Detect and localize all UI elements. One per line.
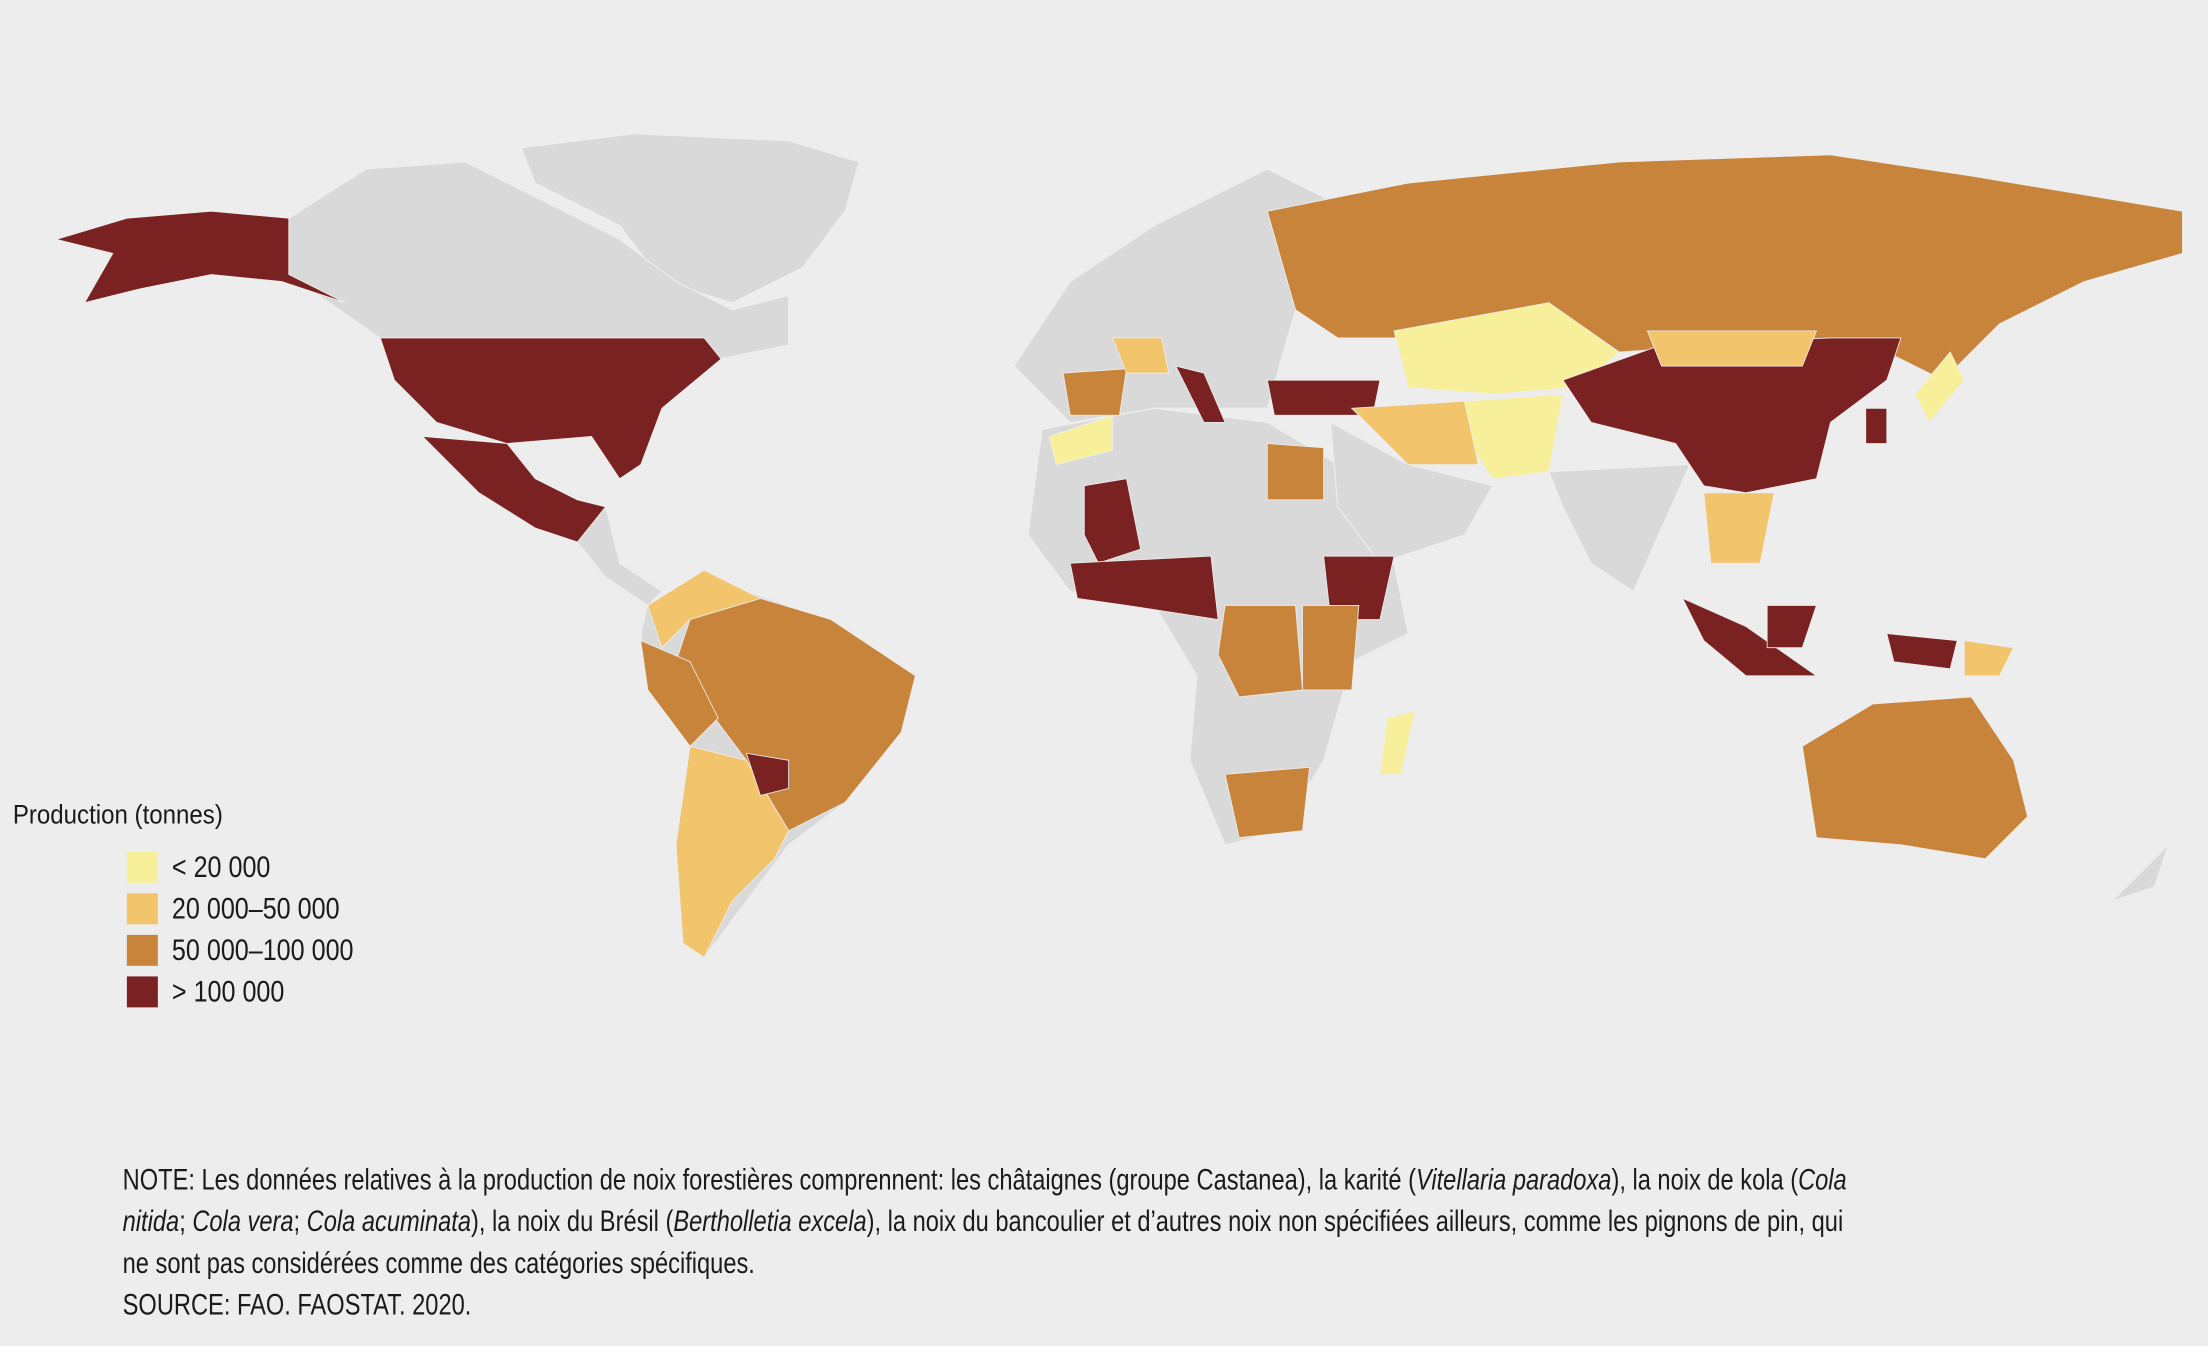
ethiopia xyxy=(1323,555,1395,620)
note-text: ), la noix du bancoulier et d’autres noi… xyxy=(867,1205,1844,1238)
note-line: NOTE: Les données relatives à la product… xyxy=(123,1163,1847,1196)
paraguay xyxy=(745,752,790,796)
legend-label: > 100 000 xyxy=(172,975,284,1008)
mongolia xyxy=(1646,330,1818,367)
papua xyxy=(1886,633,1958,670)
world-map xyxy=(54,133,2183,959)
note-text: ne sont pas considérées comme des catégo… xyxy=(123,1246,755,1279)
morocco xyxy=(1048,414,1113,466)
mali xyxy=(1083,478,1142,564)
note-text: ; xyxy=(179,1205,192,1238)
tanzania xyxy=(1302,604,1360,691)
legend-swatch xyxy=(126,893,158,925)
south-africa xyxy=(1224,766,1311,839)
note-italic: Bertholletia excela xyxy=(673,1205,866,1238)
legend-label: 20 000–50 000 xyxy=(172,892,340,925)
italy xyxy=(1175,365,1226,423)
legend-swatch xyxy=(126,851,158,883)
note-italic: Cola vera xyxy=(192,1205,293,1238)
note-italic: nitida xyxy=(123,1205,180,1238)
west-africa xyxy=(1069,555,1219,620)
note-line: ne sont pas considérées comme des catégo… xyxy=(123,1246,755,1279)
source: SOURCE: FAO. FAOSTAT. 2020. xyxy=(123,1288,472,1321)
legend: Production (tonnes) < 20 000 20 000–50 00… xyxy=(13,801,354,1009)
peru xyxy=(640,639,719,747)
note-italic: Cola acuminata xyxy=(307,1205,471,1238)
note: NOTE: Les données relatives à la product… xyxy=(123,1163,1847,1321)
india xyxy=(1548,464,1691,593)
note-text: ), la noix de kola ( xyxy=(1611,1163,1798,1196)
france xyxy=(1111,337,1170,374)
legend-swatch xyxy=(126,976,158,1008)
legend-swatch xyxy=(126,934,158,966)
note-text: ; xyxy=(294,1205,307,1238)
colombia-venezuela xyxy=(647,569,762,649)
borneo xyxy=(1766,604,1818,649)
note-line: nitida; Cola vera; Cola acuminata), la n… xyxy=(123,1205,1844,1238)
legend-label: 50 000–100 000 xyxy=(172,933,354,966)
dr-congo xyxy=(1217,604,1303,698)
legend-title: Production (tonnes) xyxy=(13,801,223,830)
korea xyxy=(1865,407,1888,444)
legend-label: < 20 000 xyxy=(172,850,270,883)
iran xyxy=(1350,400,1480,466)
madagascar xyxy=(1379,710,1416,775)
greenland xyxy=(520,133,860,304)
note-italic: Vitellaria paradoxa xyxy=(1416,1163,1611,1196)
alaska xyxy=(54,210,346,304)
japan xyxy=(1914,351,1965,424)
spain xyxy=(1062,368,1128,416)
egypt xyxy=(1266,443,1325,501)
note-italic: Cola xyxy=(1798,1163,1847,1196)
mexico xyxy=(421,435,607,543)
australia xyxy=(1801,696,2029,860)
note-text: NOTE: Les données relatives à la product… xyxy=(123,1163,1416,1196)
papua-new-guinea xyxy=(1963,640,2015,677)
usa xyxy=(379,337,722,480)
southeast-asia xyxy=(1703,492,1775,564)
note-text: ), la noix du Brésil ( xyxy=(471,1205,673,1238)
sumatra-java xyxy=(1681,597,1818,677)
new-zealand xyxy=(2111,844,2169,902)
